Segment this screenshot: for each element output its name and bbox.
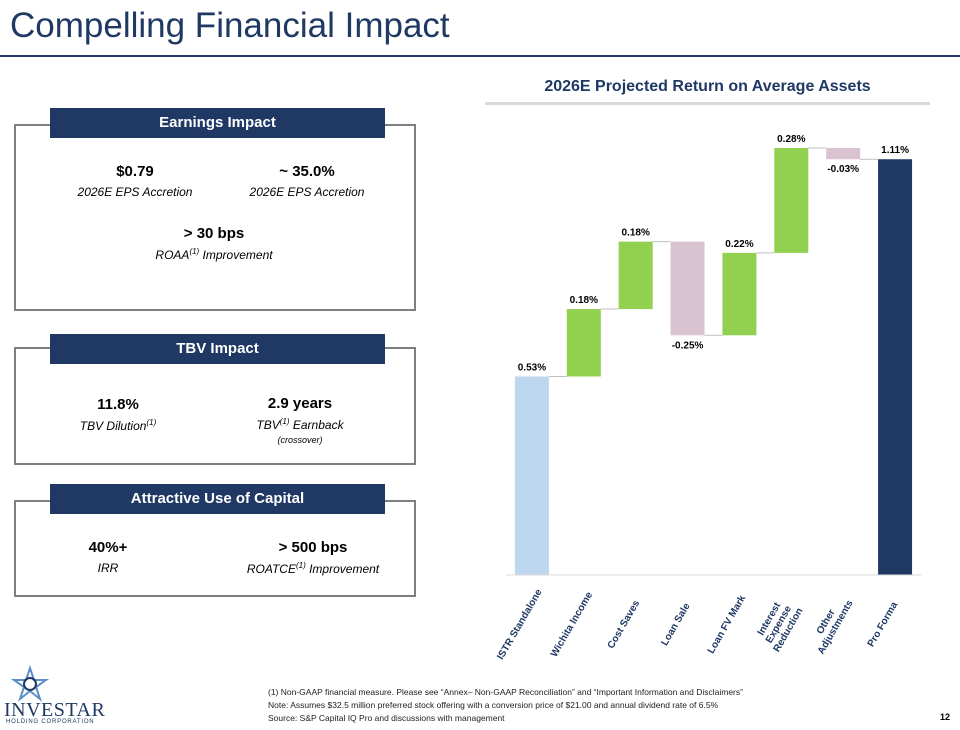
data-label: 0.28% bbox=[777, 134, 805, 145]
footnote-ref: (1) bbox=[295, 561, 306, 570]
logo-subtitle: HOLDING CORPORATION bbox=[6, 719, 95, 725]
label-text: Improvement bbox=[199, 248, 273, 262]
label-text: ROATCE bbox=[246, 562, 296, 576]
metric-value: 40%+ bbox=[88, 539, 128, 556]
bar bbox=[878, 159, 913, 575]
title-rule bbox=[0, 55, 960, 57]
metric-value: > 30 bps bbox=[183, 225, 245, 242]
logo-icon bbox=[10, 664, 50, 702]
bar bbox=[826, 148, 861, 160]
metric-note: (crossover) bbox=[277, 435, 323, 445]
metric-value: $0.79 bbox=[116, 163, 154, 180]
metric: > 30 bps ROAA(1) Improvement bbox=[104, 225, 324, 262]
footnote: Source: S&P Capital IQ Pro and discussio… bbox=[268, 713, 505, 723]
metric: 2.9 years TBV(1) Earnback (crossover) bbox=[190, 395, 410, 445]
bar bbox=[514, 376, 549, 575]
bar bbox=[670, 241, 705, 336]
metric-value: 2.9 years bbox=[267, 395, 333, 412]
data-label: 0.18% bbox=[622, 228, 650, 239]
panel-title: Earnings Impact bbox=[50, 108, 385, 138]
label-text: Earnback bbox=[289, 418, 344, 432]
data-label: 0.22% bbox=[725, 239, 753, 250]
logo-name: INVESTAR bbox=[4, 699, 106, 721]
bar bbox=[774, 148, 809, 253]
metric-label: 2026E EPS Accretion bbox=[249, 185, 365, 199]
footnote-ref: (1) bbox=[279, 417, 290, 426]
data-label: -0.25% bbox=[672, 340, 704, 351]
panel-title: Attractive Use of Capital bbox=[50, 484, 385, 514]
metric: > 500 bps ROATCE(1) Improvement bbox=[203, 539, 423, 576]
metric-value: > 500 bps bbox=[278, 539, 348, 556]
slide-title: Compelling Financial Impact bbox=[10, 6, 450, 45]
metric-value: ~ 35.0% bbox=[279, 163, 335, 180]
metric-label: ROATCE(1) Improvement bbox=[203, 561, 423, 576]
metric: ~ 35.0% 2026E EPS Accretion bbox=[197, 163, 417, 199]
metric-label: 2026E EPS Accretion bbox=[77, 185, 193, 199]
footnote: (1) Non-GAAP financial measure. Please s… bbox=[268, 687, 743, 697]
data-label: 0.53% bbox=[518, 362, 546, 373]
metric: 40%+ IRR bbox=[0, 539, 218, 575]
metric: $0.79 2026E EPS Accretion bbox=[25, 163, 245, 199]
label-text: TBV bbox=[256, 418, 280, 432]
metric-value: 11.8% bbox=[97, 396, 139, 413]
bar bbox=[618, 241, 653, 310]
label-text: Improvement bbox=[305, 562, 380, 576]
label-text: ROAA bbox=[155, 248, 190, 262]
data-label: 0.18% bbox=[570, 295, 598, 306]
chart-title-rule bbox=[485, 102, 930, 105]
metric-label: TBV Dilution(1) bbox=[8, 418, 228, 433]
metric: 11.8% TBV Dilution(1) bbox=[8, 396, 228, 433]
footnote-ref: (1) bbox=[146, 418, 157, 427]
chart-title: 2026E Projected Return on Average Assets bbox=[544, 78, 871, 95]
data-label: 1.11% bbox=[881, 145, 909, 156]
label-text: TBV Dilution bbox=[79, 419, 147, 433]
bar bbox=[722, 252, 757, 336]
metric-label: ROAA(1) Improvement bbox=[104, 247, 324, 262]
footnote-ref: (1) bbox=[189, 247, 200, 256]
data-label: -0.03% bbox=[827, 164, 859, 175]
metric-label: TBV(1) Earnback bbox=[190, 417, 410, 432]
panel-title: TBV Impact bbox=[50, 334, 385, 364]
metric-label: IRR bbox=[97, 561, 119, 575]
page-number: 12 bbox=[939, 712, 950, 722]
bar bbox=[566, 309, 601, 377]
footnote: Note: Assumes $32.5 million preferred st… bbox=[268, 700, 719, 710]
